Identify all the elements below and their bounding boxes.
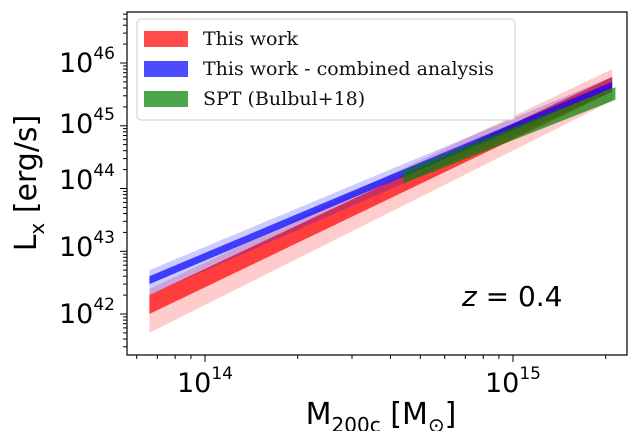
y-tick-label-1e43: 1043 (59, 228, 115, 263)
y-tick-label-1e44: 1044 (59, 161, 115, 196)
plot-frame (126, 11, 628, 356)
legend-label-this-work: This work (203, 28, 299, 50)
legend-swatch-spt-bulbul18 (144, 91, 188, 107)
x-tick-label-1e15: 1015 (485, 364, 541, 399)
y-tick-label-1e42: 1042 (59, 295, 115, 330)
y-tick-label-1e46: 1046 (59, 44, 115, 79)
x-axis-label: M200c [M⊙] (306, 397, 457, 431)
legend-swatch-this-work (144, 31, 188, 47)
y-axis-label: Lx [erg/s] (9, 115, 49, 252)
legend-label-combined-analysis: This work - combined analysis (203, 58, 494, 80)
band-inner-combined-analysis (149, 81, 613, 285)
band-outer-spt-bulbul18 (403, 87, 616, 184)
redshift-annotation: z = 0.4 (461, 280, 563, 313)
legend-frame (136, 18, 516, 121)
legend: This work This work - combined analysis … (136, 18, 516, 121)
y-tick-label-1e45: 1045 (59, 105, 115, 140)
legend-label-spt-bulbul18: SPT (Bulbul+18) (203, 88, 365, 110)
x-tick-label-1e14: 1014 (177, 364, 233, 399)
bands-layer (149, 69, 616, 333)
legend-swatch-combined-analysis (144, 61, 188, 77)
ticks-layer (120, 13, 607, 362)
